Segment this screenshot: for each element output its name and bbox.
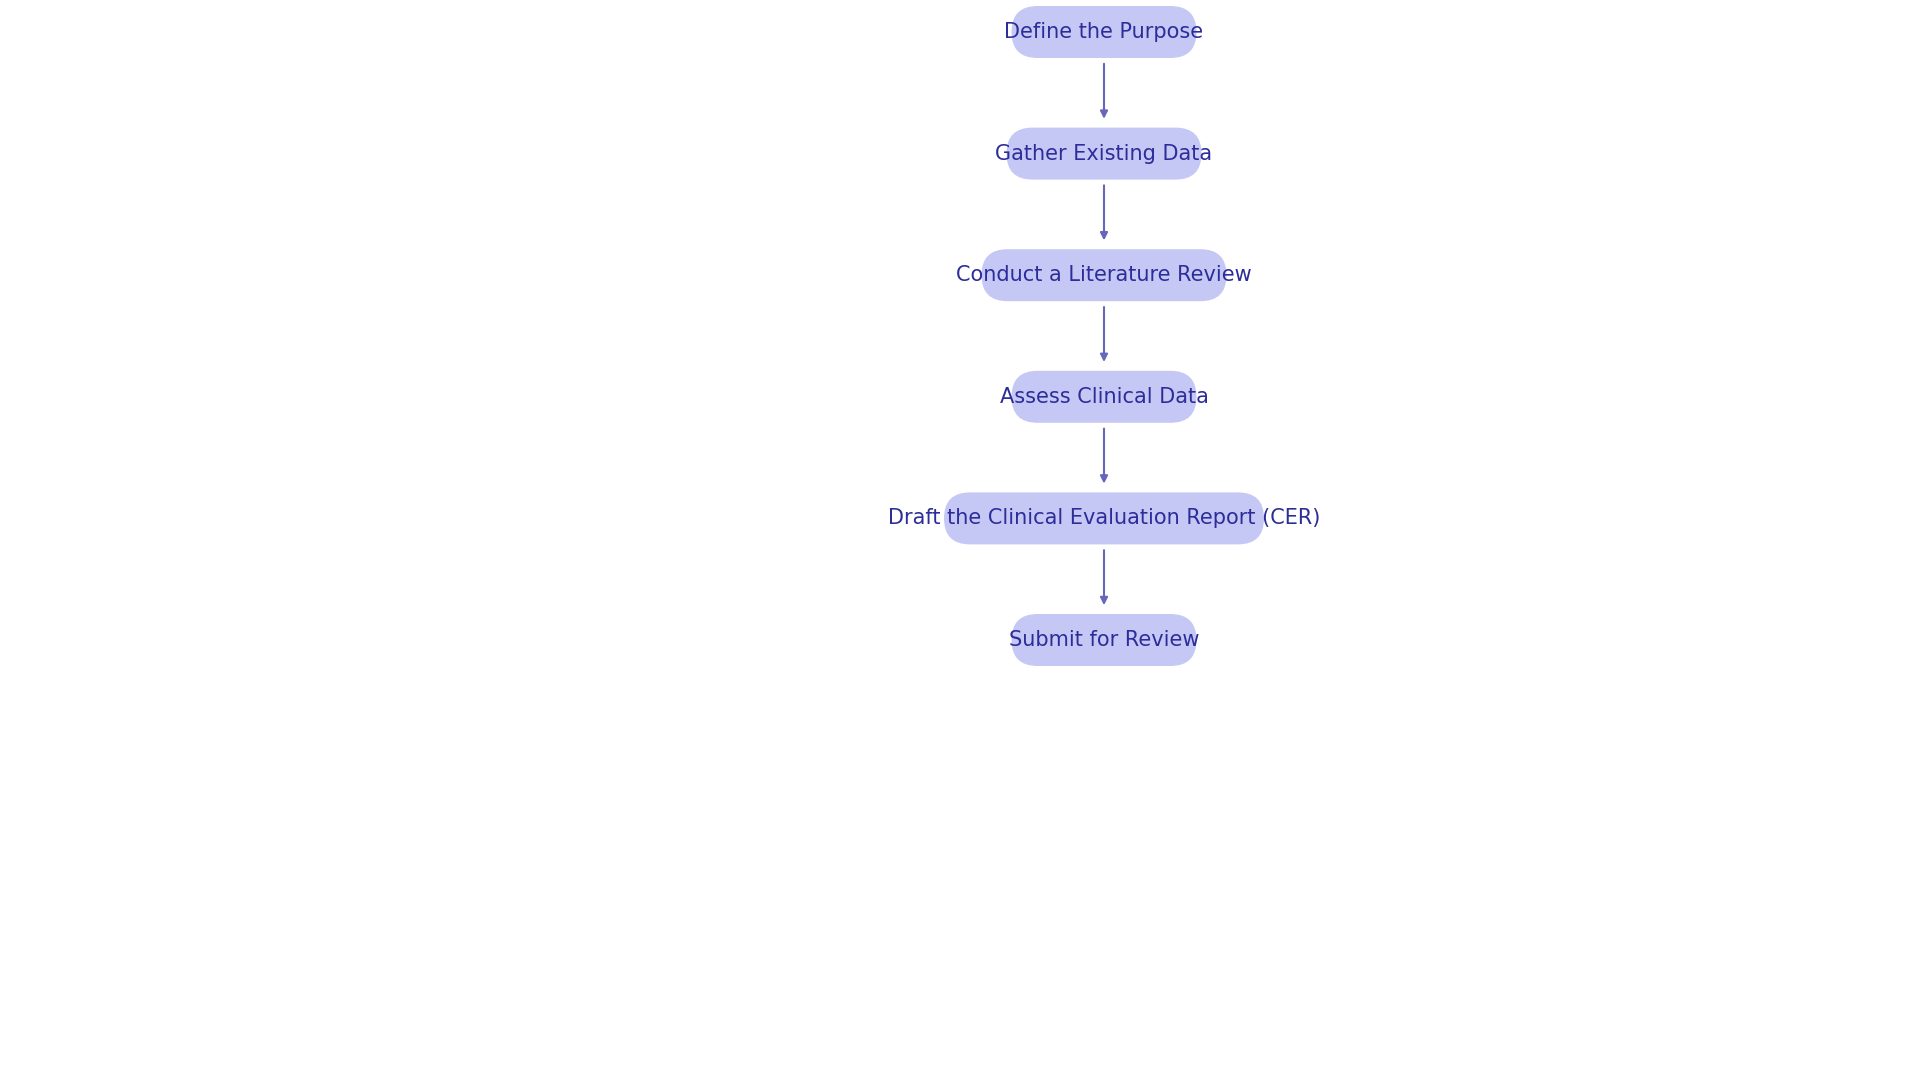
Text: Gather Existing Data: Gather Existing Data	[995, 144, 1213, 164]
FancyBboxPatch shape	[1012, 6, 1196, 58]
FancyBboxPatch shape	[1012, 370, 1196, 422]
FancyBboxPatch shape	[945, 493, 1263, 545]
FancyBboxPatch shape	[1012, 614, 1196, 666]
Text: Define the Purpose: Define the Purpose	[1004, 22, 1204, 42]
Text: Submit for Review: Submit for Review	[1008, 630, 1200, 650]
Text: Conduct a Literature Review: Conduct a Literature Review	[956, 265, 1252, 285]
Text: Assess Clinical Data: Assess Clinical Data	[1000, 387, 1208, 407]
FancyBboxPatch shape	[1006, 128, 1202, 180]
Text: Draft the Clinical Evaluation Report (CER): Draft the Clinical Evaluation Report (CE…	[887, 508, 1321, 529]
FancyBboxPatch shape	[981, 249, 1227, 301]
